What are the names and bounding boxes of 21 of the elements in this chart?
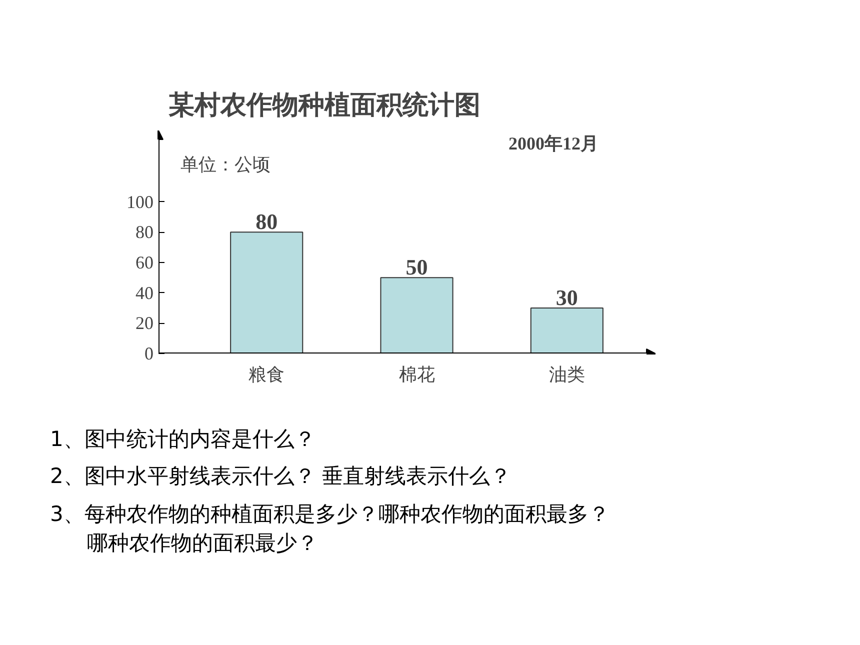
x-tick-label: 粮食 [248, 364, 285, 386]
x-tick-label: 油类 [548, 364, 585, 386]
bar [380, 277, 454, 354]
y-axis-title: 单位：公顷 [180, 154, 270, 176]
bar [530, 307, 604, 354]
y-tick-label: 20 [136, 313, 154, 334]
text: 1、图中统计的内容是什么？ [50, 426, 316, 453]
text: 2、图中水平射线表示什么？ 垂直射线表示什么？ [50, 463, 512, 490]
y-tick-label: 80 [136, 222, 154, 242]
chart-title: 某村农作物种植面积统计图 [168, 90, 480, 120]
bar [230, 232, 304, 354]
data-label: 80 [256, 209, 278, 234]
chart-subtitle: 2000年12月 [508, 134, 598, 154]
y-tick-label: 40 [136, 282, 154, 303]
text: 3、每种农作物的种植面积是多少？哪种农作物的面积最多？哪种农作物的面积最少？ [50, 500, 610, 558]
x-tick-label: 棉花 [398, 364, 435, 386]
y-tick-label: 0 [144, 344, 154, 364]
y-tick-label: 100 [126, 192, 154, 212]
data-label: 50 [406, 254, 428, 280]
y-tick-label: 60 [136, 252, 154, 272]
data-label: 30 [556, 284, 578, 310]
